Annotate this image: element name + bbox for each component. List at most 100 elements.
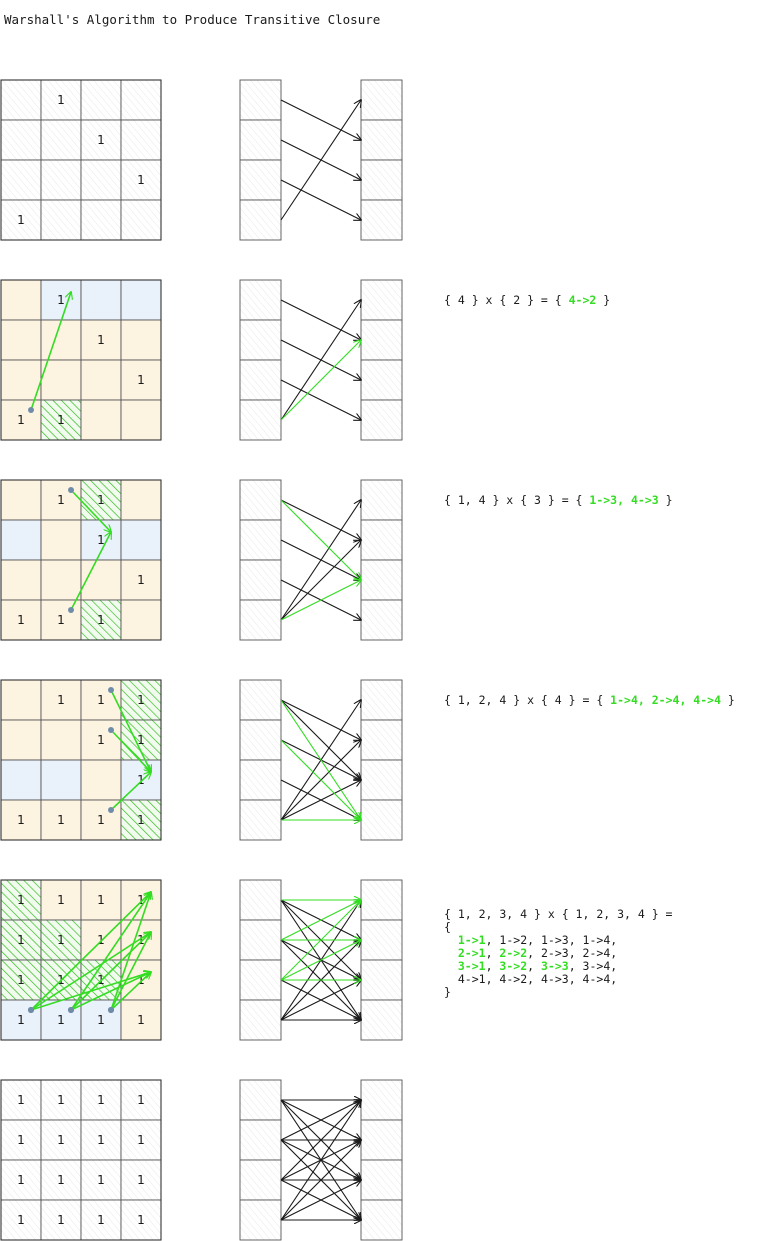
equation-row: 3->1, 3->2, 3->3, 3->4, xyxy=(457,959,625,973)
relation-graph xyxy=(239,279,403,441)
matrix-arrow-8 xyxy=(110,972,151,1011)
target-node-4 xyxy=(360,799,403,841)
equation-brace: } xyxy=(444,985,451,999)
matrix-cell-2-2 xyxy=(40,319,82,361)
matrix-arrow-2 xyxy=(110,772,151,811)
equation-row: 2->1, 2->2, 2->3, 2->4, xyxy=(457,946,625,960)
matrix-cell-1-1 xyxy=(0,479,42,521)
source-node-1 xyxy=(239,79,282,121)
matrix-value-4-2: 1 xyxy=(57,1213,65,1227)
relation-graph xyxy=(239,679,403,841)
edge-2-1 xyxy=(280,1100,361,1141)
matrix-cell-2-4 xyxy=(120,319,162,361)
matrix-value-3-4: 1 xyxy=(137,173,145,187)
page-title: Warshall's Algorithm to Produce Transiti… xyxy=(4,12,381,27)
pair-2->3: 2->3 xyxy=(540,946,569,960)
matrix-cell-3-1 xyxy=(0,759,42,801)
matrix-cell-1-4 xyxy=(120,79,162,121)
matrix-cell-2-4 xyxy=(120,1119,162,1161)
source-node-1 xyxy=(239,479,282,521)
source-node-2 xyxy=(239,319,282,361)
matrix-arrow-1 xyxy=(30,932,151,1011)
equation-row: 1->1, 1->2, 1->3, 1->4, xyxy=(457,933,625,947)
matrix-cell-2-2 xyxy=(40,719,82,761)
matrix-cell-2-3 xyxy=(80,319,122,361)
matrix-value-1-3: 1 xyxy=(97,1093,105,1107)
target-node-2 xyxy=(360,719,403,761)
matrix-value-3-1: 1 xyxy=(17,1173,25,1187)
source-node-4 xyxy=(239,399,282,441)
matrix-value-1-2: 1 xyxy=(57,293,65,307)
target-node-1 xyxy=(360,79,403,121)
edge-1-3 xyxy=(280,699,361,780)
pair-2->2: 2->2 xyxy=(499,946,528,960)
matrix-cell-3-3 xyxy=(80,159,122,201)
target-node-4 xyxy=(360,1199,403,1241)
pair-4->3: 4->3 xyxy=(630,493,659,507)
equation-brace: { xyxy=(444,920,451,934)
matrix-value-2-2: 1 xyxy=(57,1133,65,1147)
pair-3->2: 3->2 xyxy=(499,959,528,973)
matrix-arrow-dot xyxy=(108,687,114,693)
matrix-cell-2-3 xyxy=(80,719,122,761)
step-k2: 1 1 1 1 1 1 1 xyxy=(0,479,403,641)
step-k3: 1 1 1 1 1 1 1 1 1 1 xyxy=(0,679,403,841)
matrix-cell-3-3 xyxy=(80,359,122,401)
pair-1->4: 1->4 xyxy=(582,933,611,947)
source-node-4 xyxy=(239,799,282,841)
matrix-cell-3-2 xyxy=(40,359,82,401)
matrix-arrow-dot xyxy=(28,1007,34,1013)
matrix-cell-1-3 xyxy=(80,79,122,121)
pair-4->2: 4->2 xyxy=(499,972,528,986)
edge-3-4 xyxy=(280,379,361,420)
pair-2->1: 2->1 xyxy=(457,946,486,960)
pair-4->4: 4->4 xyxy=(693,693,721,707)
matrix-value-1-3: 1 xyxy=(97,893,105,907)
matrix-value-1-2: 1 xyxy=(57,93,65,107)
target-node-4 xyxy=(360,999,403,1041)
matrix-arrow-0 xyxy=(70,489,111,532)
edge-4-2 xyxy=(280,540,361,621)
matrix-cell-3-3 xyxy=(80,759,122,801)
source-node-1 xyxy=(239,879,282,921)
source-node-2 xyxy=(239,719,282,761)
source-node-2 xyxy=(239,1119,282,1161)
edge-4-3 xyxy=(280,980,361,1021)
matrix-cell-4-4 xyxy=(120,399,162,441)
matrix-cell-2-1 xyxy=(0,519,42,561)
target-node-3 xyxy=(360,959,403,1001)
target-node-1 xyxy=(360,679,403,721)
edge-4-1 xyxy=(280,1100,361,1221)
matrix-value-1-2: 1 xyxy=(57,893,65,907)
source-node-2 xyxy=(239,919,282,961)
matrix-value-3-1: 1 xyxy=(17,973,25,987)
matrix-value-4-1: 1 xyxy=(17,813,25,827)
edge-2-1 xyxy=(280,900,361,941)
adjacency-matrix: 1 1 1 1 1 1 1 xyxy=(0,479,162,641)
matrix-value-4-3: 1 xyxy=(97,813,105,827)
matrix-border xyxy=(0,679,162,841)
source-node-3 xyxy=(239,359,282,401)
edge-4-1 xyxy=(280,100,361,221)
pair-3->4: 3->4 xyxy=(582,959,611,973)
matrix-value-4-2: 1 xyxy=(57,813,65,827)
pair-2->4: 2->4 xyxy=(582,946,611,960)
step-initial: 1 1 1 1 xyxy=(0,79,403,241)
matrix-value-2-3: 1 xyxy=(97,333,105,347)
edge-1-2 xyxy=(280,699,361,740)
matrix-cell-4-1 xyxy=(0,799,42,841)
edge-1-2 xyxy=(280,499,361,540)
adjacency-matrix: 1 1 1 1 1 1 1 1 1 1 1 1 1 1 1 1 xyxy=(0,1079,162,1241)
matrix-border xyxy=(0,1079,162,1241)
matrix-cell-1-1 xyxy=(0,679,42,721)
matrix-arrow-0 xyxy=(30,292,71,411)
source-node-4 xyxy=(239,199,282,241)
edge-4-1 xyxy=(280,300,361,421)
matrix-arrow-4 xyxy=(70,932,151,1011)
source-node-3 xyxy=(239,159,282,201)
target-node-4 xyxy=(360,599,403,641)
matrix-value-2-1: 1 xyxy=(17,1133,25,1147)
matrix-value-4-4: 1 xyxy=(137,1013,145,1027)
matrix-value-1-1: 1 xyxy=(17,893,25,907)
